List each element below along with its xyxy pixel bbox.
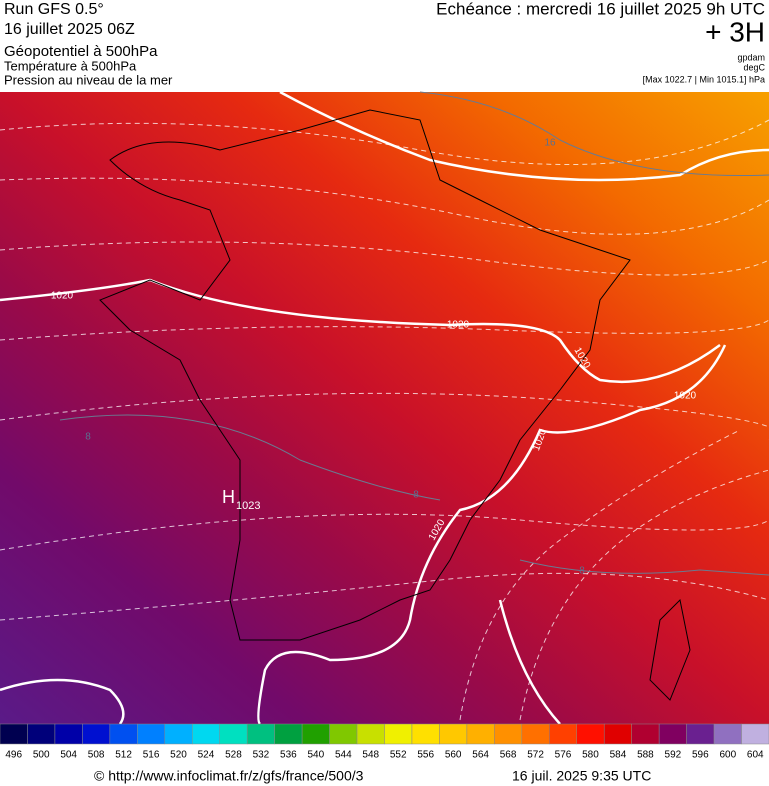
isotherm-label: 8 — [579, 566, 585, 577]
header: Run GFS 0.5° 16 juillet 2025 06Z Géopotent… — [4, 0, 766, 87]
colorbar-swatch — [384, 723, 413, 745]
colorbar-label: 500 — [33, 750, 50, 761]
colorbar-swatch — [274, 723, 303, 745]
isotherm-label: 16 — [544, 138, 556, 149]
map-field — [0, 92, 769, 724]
colorbar-swatch — [109, 723, 138, 745]
header-right-line: gpdam — [737, 52, 765, 62]
colorbar-swatch — [549, 723, 577, 745]
colorbar-label: 496 — [5, 750, 22, 761]
colorbar-label: 580 — [582, 750, 599, 761]
colorbar-label: 576 — [555, 750, 572, 761]
colorbar-label: 540 — [307, 750, 324, 761]
colorbar-swatch — [219, 723, 248, 745]
colorbar-swatch — [576, 723, 605, 745]
header-left-line: 16 juillet 2025 06Z — [4, 21, 135, 38]
colorbar-swatch — [686, 723, 715, 745]
temperature-isotherms — [59, 91, 769, 576]
colorbar-swatch — [137, 723, 166, 745]
colorbar-label: 512 — [115, 750, 132, 761]
colorbar-swatch — [521, 723, 550, 745]
colorbar-label: 560 — [445, 750, 462, 761]
colorbar-label: 536 — [280, 750, 297, 761]
colorbar-swatch — [27, 723, 56, 745]
colorbar-label: 604 — [747, 750, 764, 761]
colorbar-swatch — [192, 723, 220, 745]
header-left-line: Pression au niveau de la mer — [4, 72, 173, 87]
isobar-label: 1020 — [674, 391, 697, 402]
footer-date: 16 juil. 2025 9:35 UTC — [512, 768, 651, 784]
colorbar-label: 596 — [692, 750, 709, 761]
colorbar-swatch — [494, 723, 523, 745]
colorbar-swatch — [0, 723, 28, 745]
colorbar-swatch — [329, 723, 358, 745]
colorbar-label: 516 — [143, 750, 160, 761]
isotherm-label: 8 — [85, 432, 91, 443]
colorbar-swatch — [713, 723, 742, 745]
corsica-outline — [649, 598, 691, 701]
colorbar-label: 556 — [417, 750, 434, 761]
colorbar-label: 568 — [500, 750, 517, 761]
colorbar-swatch — [356, 723, 385, 745]
colorbar-label: 520 — [170, 750, 187, 761]
footer: © http://www.infoclimat.fr/z/gfs/france/… — [94, 768, 651, 784]
colorbar-label: 564 — [472, 750, 489, 761]
header-right-line: degC — [743, 62, 765, 72]
header-left-line: Run GFS 0.5° — [4, 1, 104, 18]
colorbar-label: 532 — [253, 750, 270, 761]
high-value: 1023 — [236, 500, 260, 512]
footer-source: © http://www.infoclimat.fr/z/gfs/france/… — [94, 768, 364, 784]
colorbar-label: 508 — [88, 750, 105, 761]
colorbar-label: 524 — [198, 750, 215, 761]
colorbar-label: 548 — [362, 750, 379, 761]
isobar-label: 1020 — [51, 291, 74, 302]
colorbar-swatch — [164, 723, 193, 745]
france-outline — [99, 109, 631, 641]
header-right-line: [Max 1022.7 | Min 1015.1] hPa — [643, 74, 765, 84]
colorbar-swatch — [439, 723, 468, 745]
header-left-line: Température à 500hPa — [4, 58, 137, 73]
header-left-line: Géopotentiel à 500hPa — [4, 43, 158, 60]
high-symbol: H — [222, 487, 235, 507]
colorbar-swatch — [82, 723, 111, 745]
header-right-line: Echéance : mercredi 16 juillet 2025 9h U… — [436, 0, 765, 18]
colorbar-swatch — [54, 723, 83, 745]
isobar-label: 1020 — [447, 320, 470, 331]
colorbar-label: 584 — [610, 750, 627, 761]
header-right-line: + 3H — [705, 16, 765, 47]
colorbar-swatch — [411, 723, 440, 745]
colorbar-swatch — [603, 723, 632, 745]
colorbar-label: 528 — [225, 750, 242, 761]
colorbar-swatch — [631, 723, 660, 745]
geopotential-contours — [0, 119, 769, 721]
colorbar-label: 504 — [60, 750, 77, 761]
colorbar: 496 500 504 508 512 516 520 524 528 532 536 540 544 5… — [0, 723, 769, 761]
colorbar-swatch — [301, 723, 330, 745]
colorbar-swatch — [246, 723, 275, 745]
colorbar-label: 600 — [719, 750, 736, 761]
colorbar-swatch — [466, 723, 495, 745]
isobars — [0, 90, 769, 725]
colorbar-label: 552 — [390, 750, 407, 761]
isotherm-label: 8 — [413, 490, 419, 501]
colorbar-label: 544 — [335, 750, 352, 761]
colorbar-swatch — [741, 723, 769, 745]
colorbar-swatch — [658, 723, 687, 745]
colorbar-label: 588 — [637, 750, 654, 761]
colorbar-label: 592 — [665, 750, 682, 761]
colorbar-label: 572 — [527, 750, 544, 761]
